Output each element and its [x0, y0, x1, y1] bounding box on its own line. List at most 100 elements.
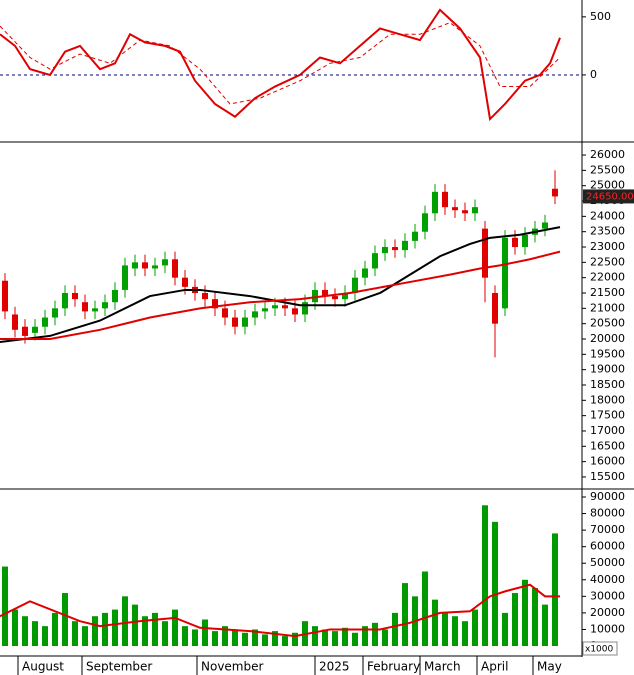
y-tick-label: 50000 [590, 556, 625, 569]
y-tick-label: 24000 [590, 209, 625, 222]
candle-body [82, 302, 88, 312]
y-tick-label: 20500 [590, 317, 625, 330]
volume-bar [482, 505, 488, 647]
y-tick-label: 10000 [590, 622, 625, 635]
volume-bar [202, 619, 208, 647]
volume-bar [422, 571, 428, 647]
candle-body [212, 299, 218, 309]
candle-body [382, 247, 388, 254]
candle-body [12, 314, 18, 330]
x-tick-label: April [481, 660, 508, 674]
volume-bar [212, 631, 218, 647]
volume-bar [392, 612, 398, 647]
candle-body [462, 210, 468, 214]
volume-bar [342, 627, 348, 647]
candle-body [342, 293, 348, 300]
candle-body [312, 289, 318, 303]
y-tick-label: 80000 [590, 507, 625, 520]
y-tick-label: 25500 [590, 163, 625, 176]
volume-bar [152, 612, 158, 647]
y-tick-label: 20000 [590, 332, 625, 345]
volume-bar [32, 621, 38, 647]
volume-bar [522, 579, 528, 647]
candle-body [232, 317, 238, 327]
volume-bar [352, 632, 358, 647]
candle-body [252, 311, 258, 318]
candle-body [282, 305, 288, 309]
volume-bar [1, 566, 8, 647]
candle-body [482, 228, 488, 278]
volume-bar [122, 596, 128, 647]
y-tick-label: 90000 [590, 490, 625, 503]
x-tick-label: February [367, 660, 420, 674]
candle-body [122, 265, 128, 290]
y-tick-label: 19000 [590, 363, 625, 376]
volume-bar [292, 632, 298, 647]
volume-bar [502, 612, 508, 647]
y-tick-label: 20000 [590, 606, 625, 619]
volume-bar [192, 629, 198, 647]
candle-body [262, 308, 268, 312]
candle-body [92, 308, 98, 312]
x-tick-label: November [201, 660, 263, 674]
volume-bar [52, 612, 58, 647]
y-tick-label: 60000 [590, 540, 625, 553]
candle-body [392, 247, 398, 251]
volume-bar [542, 604, 548, 647]
candle-body [142, 262, 148, 269]
volume-bar [112, 609, 118, 647]
volume-bar [232, 629, 238, 647]
volume-bar [552, 533, 558, 647]
volume-bar [402, 583, 408, 647]
y-tick-label: 17500 [590, 409, 625, 422]
volume-bar [142, 616, 148, 647]
candle-body [272, 305, 278, 309]
volume-bar [382, 629, 388, 647]
y-tick-label: 40000 [590, 573, 625, 586]
candle-body [112, 289, 118, 303]
y-tick-label: 17000 [590, 424, 625, 437]
volume-bar [492, 521, 498, 647]
volume-bar [312, 626, 318, 647]
x-tick-label: August [22, 660, 64, 674]
y-tick-label: 21500 [590, 286, 625, 299]
line-series [0, 250, 561, 340]
y-tick-label: 16500 [590, 439, 625, 452]
volume-bar [182, 626, 188, 647]
candle-body [362, 268, 368, 278]
candle-body [292, 308, 298, 315]
candle-body [202, 293, 208, 300]
y-tick-label: 15500 [590, 470, 625, 483]
candle-body [352, 277, 358, 294]
y-tick-label: 70000 [590, 523, 625, 536]
y-tick-label: 16000 [590, 455, 625, 468]
candle-body [422, 213, 428, 232]
volume-bar [272, 631, 278, 647]
volume-bar [62, 593, 68, 647]
candle-body [522, 234, 528, 248]
y-tick-label: 18000 [590, 393, 625, 406]
volume-bar [162, 621, 168, 647]
line-series [0, 22, 561, 105]
volume-bar [92, 616, 98, 647]
volume-bar [12, 609, 18, 647]
line-series [0, 226, 561, 344]
y-tick-label: 18500 [590, 378, 625, 391]
x-tick-label: September [86, 660, 152, 674]
unit-label: x1000 [585, 645, 614, 655]
volume-bar [462, 621, 468, 647]
volume-bar [262, 634, 268, 647]
candle-body [512, 237, 518, 248]
volume-bar [372, 622, 378, 647]
volume-bar [512, 593, 518, 647]
x-tick-label: May [537, 660, 562, 674]
volume-bar [82, 626, 88, 647]
candle-body [452, 207, 458, 211]
volume-bar [532, 588, 538, 647]
y-tick-label: 25000 [590, 179, 625, 192]
candle-body [542, 222, 548, 229]
candle-body [432, 191, 438, 214]
candle-body [152, 265, 158, 269]
